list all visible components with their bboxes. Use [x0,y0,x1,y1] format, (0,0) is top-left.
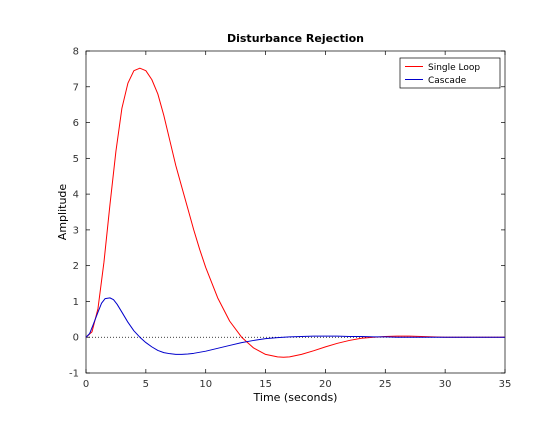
x-tick-label: 35 [499,379,512,390]
legend-label-single-loop: Single Loop [428,63,480,73]
axes-box [85,50,506,374]
plot-area: 0 5 10 15 20 25 30 35 -1 0 1 2 3 4 5 6 7 8 [69,47,511,391]
y-tick-label: 4 [73,190,79,201]
x-tick-label: 25 [379,379,392,390]
x-tick-label: 30 [439,379,452,390]
y-axis-label: Amplitude [56,184,69,241]
y-tick-label: 5 [73,154,79,165]
chart-title: Disturbance Rejection [227,32,364,45]
x-tick-label: 5 [143,379,149,390]
x-tick-label: 15 [259,379,272,390]
x-tick-label: 10 [199,379,212,390]
x-axis-label: Time (seconds) [253,391,338,404]
y-tick-label: -1 [69,369,79,380]
y-tick-label: 2 [73,261,79,272]
y-tick-label: 3 [73,225,79,236]
x-tick-label: 0 [83,379,89,390]
legend-box [399,57,501,89]
legend-label-cascade: Cascade [428,76,467,86]
y-tick-label: 7 [73,82,79,93]
y-tick-label: 8 [73,47,79,58]
y-tick-label: 1 [73,297,79,308]
legend: Single Loop Cascade [399,57,501,89]
x-tick-label: 20 [319,379,332,390]
series-line-cascade [85,297,505,355]
series-line-single-loop [85,67,505,358]
y-tick-label: 0 [73,333,79,344]
y-tick-label: 6 [73,118,79,129]
